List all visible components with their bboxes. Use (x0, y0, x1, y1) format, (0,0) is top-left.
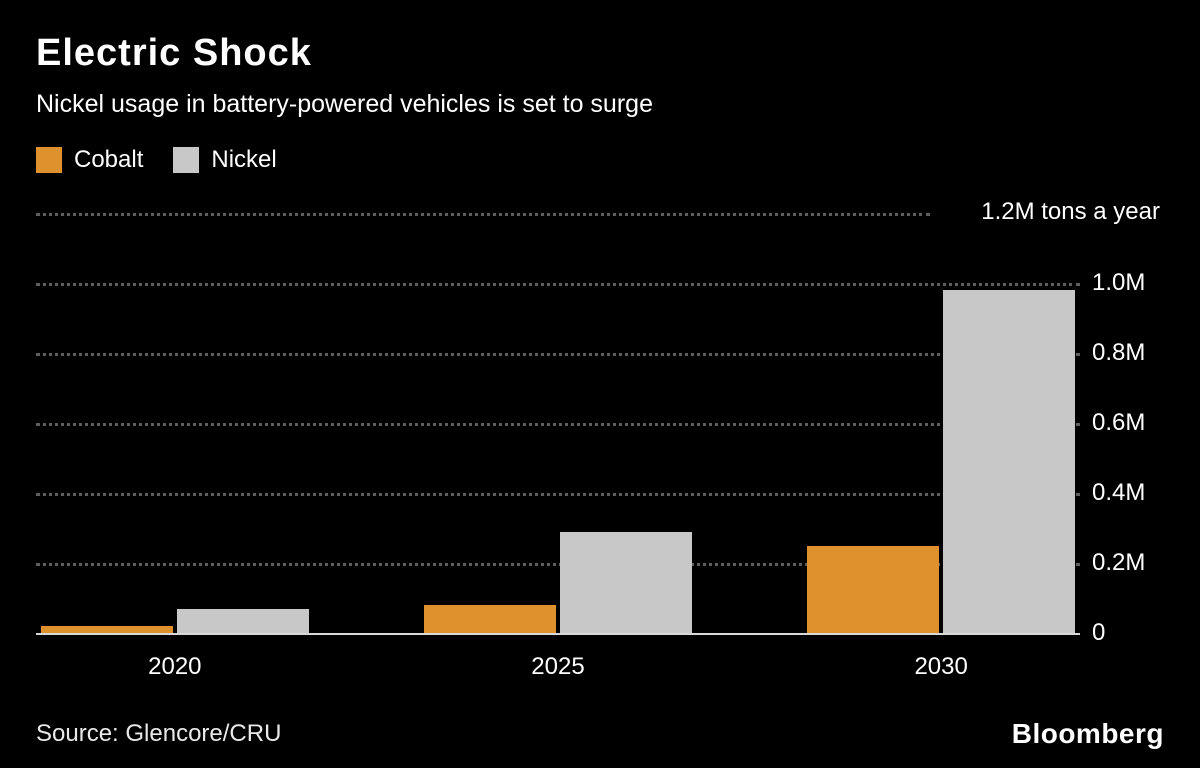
legend: Cobalt Nickel (36, 146, 277, 174)
legend-item-cobalt: Cobalt (36, 146, 143, 174)
y-axis-tick-label: 0 (1092, 619, 1106, 646)
gridline (36, 423, 1080, 426)
gridline (36, 283, 1080, 286)
plot-area: 0 0.2M 0.4M 0.6M 0.8M 1.0M 1.2M tons a year 202… (36, 198, 1164, 713)
x-axis-tick-label: 2020 (148, 653, 202, 680)
x-axis-tick-label: 2030 (914, 653, 968, 680)
y-axis-tick-label: 0.6M (1092, 409, 1146, 436)
bar-nickel-2020 (176, 608, 309, 633)
legend-swatch-cobalt (36, 147, 62, 173)
bar-cobalt-2030 (807, 545, 940, 633)
gridline (36, 563, 1080, 566)
legend-swatch-nickel (173, 147, 200, 173)
gridline (36, 353, 1080, 356)
bar-nickel-2025 (560, 531, 692, 633)
gridline-top (36, 213, 930, 216)
x-axis-tick-label: 2025 (531, 653, 585, 680)
y-axis-tick-label: 0.4M (1092, 479, 1146, 506)
bar-cobalt-2020 (40, 626, 173, 633)
gridline (36, 493, 1080, 496)
legend-item-nickel: Nickel (173, 146, 277, 174)
chart-title: Electric Shock (36, 32, 312, 74)
legend-label: Cobalt (74, 146, 144, 173)
x-axis-baseline (36, 633, 1080, 635)
chart-subtitle: Nickel usage in battery-powered vehicles… (36, 90, 653, 118)
y-axis-tick-label: 0.2M (1092, 549, 1146, 576)
source-note: Source: Glencore/CRU (36, 720, 282, 747)
y-axis-unit-annotation: 1.2M tons a year (981, 198, 1160, 225)
bloomberg-logo: Bloomberg (1011, 718, 1164, 749)
bar-cobalt-2025 (424, 605, 556, 633)
y-axis-tick-label: 0.8M (1092, 339, 1146, 366)
y-axis-tick-label: 1.0M (1092, 269, 1146, 296)
bar-nickel-2030 (943, 290, 1076, 633)
legend-label: Nickel (211, 146, 277, 173)
